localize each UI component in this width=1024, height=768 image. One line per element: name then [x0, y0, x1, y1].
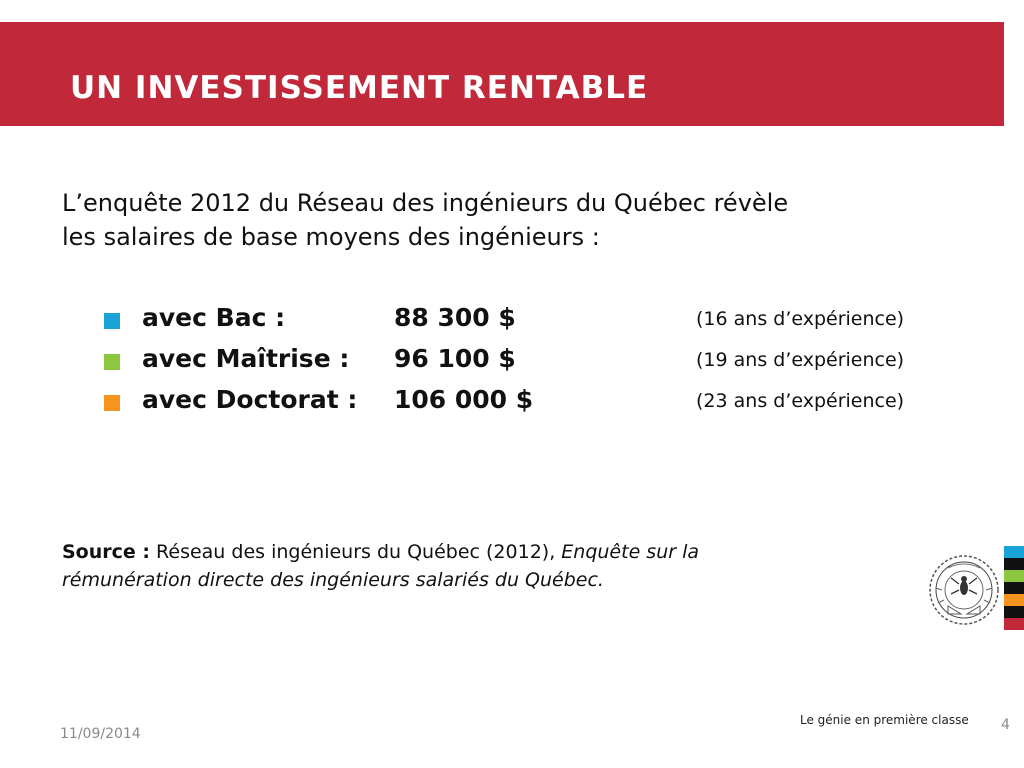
intro-line-2: les salaires de base moyens des ingénieu… — [62, 223, 600, 251]
square-bullet-icon — [104, 313, 120, 329]
page-number: 4 — [1001, 717, 1010, 733]
bullet-experience: (19 ans d’expérience) — [696, 349, 905, 371]
source-citation: Source : Réseau des ingénieurs du Québec… — [62, 538, 882, 594]
brand-stripe — [1004, 582, 1024, 594]
brand-stripe — [1004, 546, 1024, 558]
bullet-item-maitrise: avec Maîtrise : 96 100 $ (19 ans d’expér… — [104, 344, 964, 380]
source-title-part-2: rémunération directe des ingénieurs sala… — [62, 569, 604, 591]
bullet-item-doctorat: avec Doctorat : 106 000 $ (23 ans d’expé… — [104, 385, 964, 421]
bullet-label: avec Bac : — [142, 303, 286, 332]
source-title-part-1: Enquête sur la — [561, 541, 700, 563]
bullet-experience: (23 ans d’expérience) — [696, 390, 905, 412]
source-label: Source : — [62, 541, 150, 563]
intro-line-1: L’enquête 2012 du Réseau des ingénieurs … — [62, 189, 789, 217]
brand-stripes — [1004, 546, 1024, 630]
brand-stripe — [1004, 594, 1024, 606]
polytechnique-seal-icon — [929, 555, 999, 625]
square-bullet-icon — [104, 354, 120, 370]
bullet-amount: 96 100 $ — [394, 344, 516, 373]
source-line-1: Source : Réseau des ingénieurs du Québec… — [62, 538, 882, 566]
footer-tagline: Le génie en première classe — [800, 713, 969, 727]
footer-date: 11/09/2014 — [60, 726, 141, 742]
bullet-amount: 88 300 $ — [394, 303, 516, 332]
square-bullet-icon — [104, 395, 120, 411]
brand-stripe — [1004, 618, 1024, 630]
intro-text: L’enquête 2012 du Réseau des ingénieurs … — [62, 186, 962, 254]
bullet-label: avec Maîtrise : — [142, 344, 350, 373]
title-band — [0, 22, 1004, 126]
slide-title: UN INVESTISSEMENT RENTABLE — [70, 70, 649, 106]
bullet-item-bac: avec Bac : 88 300 $ (16 ans d’expérience… — [104, 303, 964, 339]
bullet-label: avec Doctorat : — [142, 385, 358, 414]
bullet-amount: 106 000 $ — [394, 385, 534, 414]
bullet-experience: (16 ans d’expérience) — [696, 308, 905, 330]
brand-stripe — [1004, 606, 1024, 618]
brand-stripe — [1004, 570, 1024, 582]
source-text: Réseau des ingénieurs du Québec (2012), — [150, 541, 562, 563]
brand-stripe — [1004, 558, 1024, 570]
